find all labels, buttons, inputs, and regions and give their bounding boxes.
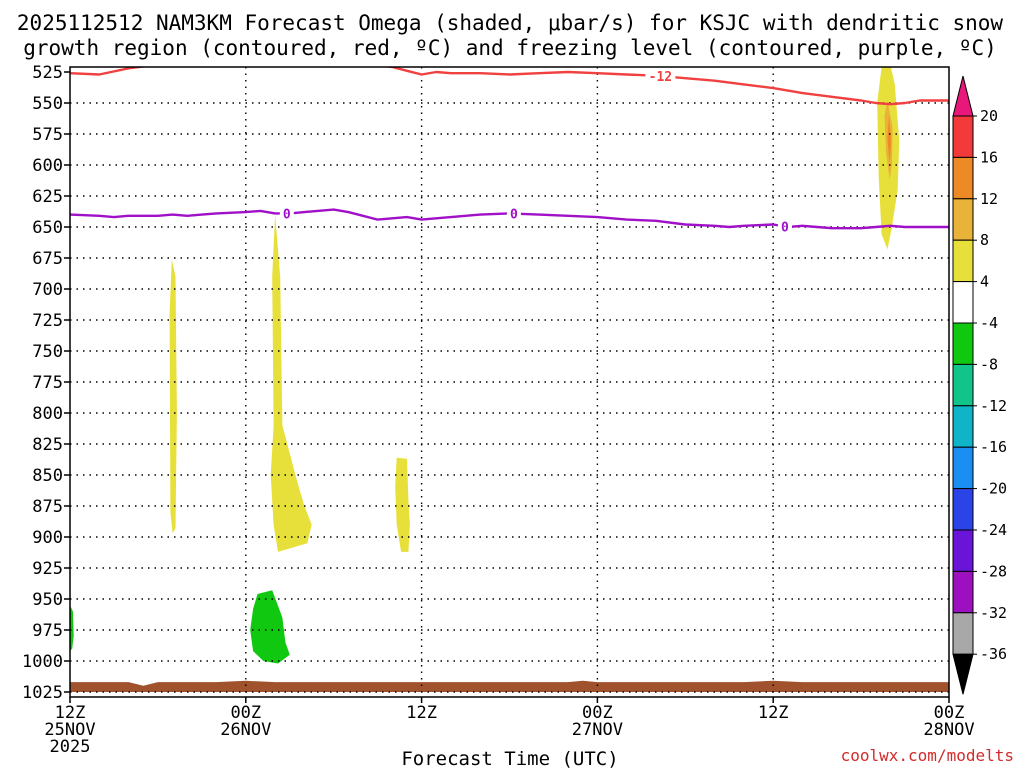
x-tick-label-0-2: 2025 bbox=[50, 737, 91, 757]
y-tick-label-875: 875 bbox=[32, 497, 63, 517]
y-tick-label-700: 700 bbox=[32, 280, 63, 300]
colorbar-label-3: 8 bbox=[980, 231, 989, 249]
shade-green-neg4-neg8-a bbox=[70, 605, 74, 652]
colorbar-swatch-5 bbox=[952, 322, 974, 365]
contour-label-layer: -12 0 0 0 bbox=[279, 68, 792, 236]
x-tick-label-36-0: 00Z bbox=[582, 703, 613, 723]
contour-label-bg bbox=[777, 218, 792, 234]
colorbar-swatch-11 bbox=[952, 570, 974, 614]
contour-label-bg bbox=[506, 205, 521, 221]
shade-orange-12-16 bbox=[887, 115, 892, 163]
contour-layer bbox=[70, 67, 949, 230]
y-tick-label-850: 850 bbox=[32, 466, 63, 486]
x-tick-label-0-1: 25NOV bbox=[44, 720, 95, 740]
shade-green-neg4-neg8-b bbox=[250, 590, 290, 664]
colorbar-swatch-2 bbox=[952, 198, 974, 241]
colorbar-swatch-4 bbox=[952, 281, 974, 324]
colorbar-label-7: -12 bbox=[980, 397, 1007, 415]
y-tick-label-1025: 1025 bbox=[22, 683, 63, 703]
shade-yellow-4-8-a bbox=[169, 259, 177, 534]
colorbar-label-9: -20 bbox=[980, 480, 1007, 498]
x-tick-label-0-0: 12Z bbox=[55, 703, 86, 723]
colorbar-label-1: 16 bbox=[980, 148, 998, 166]
shade-yellow-4-8-c bbox=[395, 457, 410, 552]
title-line-1: 2025112512 NAM3KM Forecast Omega (shaded… bbox=[17, 11, 1004, 35]
y-tick-label-775: 775 bbox=[32, 373, 63, 393]
y-tick-label-650: 650 bbox=[32, 218, 63, 238]
y-tick-label-825: 825 bbox=[32, 435, 63, 455]
x-tick-label-36-1: 27NOV bbox=[572, 720, 623, 740]
x-axis-title: Forecast Time (UTC) bbox=[401, 748, 618, 768]
colorbar-swatch-7 bbox=[952, 405, 974, 448]
contour-label-bg bbox=[279, 205, 294, 221]
y-tick-label-600: 600 bbox=[32, 156, 63, 176]
colorbar-label-13: -36 bbox=[980, 645, 1007, 663]
x-tick-label-60-1: 28NOV bbox=[923, 720, 974, 740]
contour-label: 0 bbox=[283, 207, 291, 222]
x-tick-label-24-0: 12Z bbox=[406, 703, 437, 723]
chart-title: 2025112512 NAM3KM Forecast Omega (shaded… bbox=[17, 11, 1004, 60]
colorbar-label-2: 12 bbox=[980, 190, 998, 208]
colorbar-swatch-12 bbox=[952, 612, 974, 655]
y-tick-label-550: 550 bbox=[32, 94, 63, 114]
shade-yellow-4-8-b bbox=[270, 214, 312, 552]
colorbar-label-10: -24 bbox=[980, 521, 1007, 539]
y-tick-label-575: 575 bbox=[32, 125, 63, 145]
x-tick-label-48-0: 12Z bbox=[758, 703, 789, 723]
y-tick-label-675: 675 bbox=[32, 249, 63, 269]
y-tick-label-975: 975 bbox=[32, 621, 63, 641]
colorbar-swatch-10 bbox=[952, 529, 974, 572]
colorbar-label-5: -4 bbox=[980, 314, 998, 332]
surface-terrain bbox=[70, 680, 949, 692]
title-line-2: growth region (contoured, red, ºC) and f… bbox=[23, 36, 997, 60]
y-axis: 525 550 575 600 625 650 675 700 725 750 775 800 825 8… bbox=[22, 63, 70, 703]
colorbar: 20 16 12 8 4 -4 -8 -12 -16 -20 -24 -28 -32 -36 bbox=[952, 75, 1007, 695]
colorbar-swatch-9 bbox=[952, 488, 974, 531]
y-tick-label-925: 925 bbox=[32, 559, 63, 579]
plot-area bbox=[70, 67, 949, 697]
x-tick-label-60-0: 00Z bbox=[934, 703, 965, 723]
contour-freezing-level 0C bbox=[70, 208, 949, 230]
contour-label: 0 bbox=[510, 208, 518, 223]
y-tick-label-900: 900 bbox=[32, 528, 63, 548]
y-tick-label-525: 525 bbox=[32, 63, 63, 83]
y-tick-label-625: 625 bbox=[32, 187, 63, 207]
x-tick-label-12-0: 00Z bbox=[230, 703, 261, 723]
contour-dendritic-snow-growth -12C bbox=[70, 67, 949, 106]
colorbar-swatch-0 bbox=[952, 115, 974, 158]
y-tick-label-800: 800 bbox=[32, 404, 63, 424]
contour-label: -12 bbox=[649, 70, 672, 85]
colorbar-label-11: -28 bbox=[980, 562, 1007, 580]
y-tick-label-1000: 1000 bbox=[22, 652, 63, 672]
grid-layer bbox=[70, 67, 949, 697]
colorbar-label-12: -32 bbox=[980, 604, 1007, 622]
colorbar-swatch-3 bbox=[952, 239, 974, 283]
colorbar-label-4: 4 bbox=[980, 273, 989, 291]
colorbar-label-0: 20 bbox=[980, 107, 998, 125]
colorbar-swatch-1 bbox=[952, 156, 974, 200]
colorbar-swatch-6 bbox=[952, 363, 974, 407]
colorbar-swatch-8 bbox=[952, 446, 974, 490]
colorbar-label-6: -8 bbox=[980, 355, 998, 373]
y-tick-label-750: 750 bbox=[32, 342, 63, 362]
y-tick-label-950: 950 bbox=[32, 590, 63, 610]
contour-label-bg bbox=[645, 68, 676, 84]
x-tick-label-12-1: 26NOV bbox=[220, 720, 271, 740]
colorbar-under-triangle bbox=[952, 653, 974, 695]
contour-label: 0 bbox=[781, 221, 789, 236]
colorbar-label-8: -16 bbox=[980, 438, 1007, 456]
credit-text: coolwx.com/modelts bbox=[841, 746, 1014, 765]
omega-shading-layer bbox=[70, 67, 949, 692]
y-tick-label-725: 725 bbox=[32, 311, 63, 331]
